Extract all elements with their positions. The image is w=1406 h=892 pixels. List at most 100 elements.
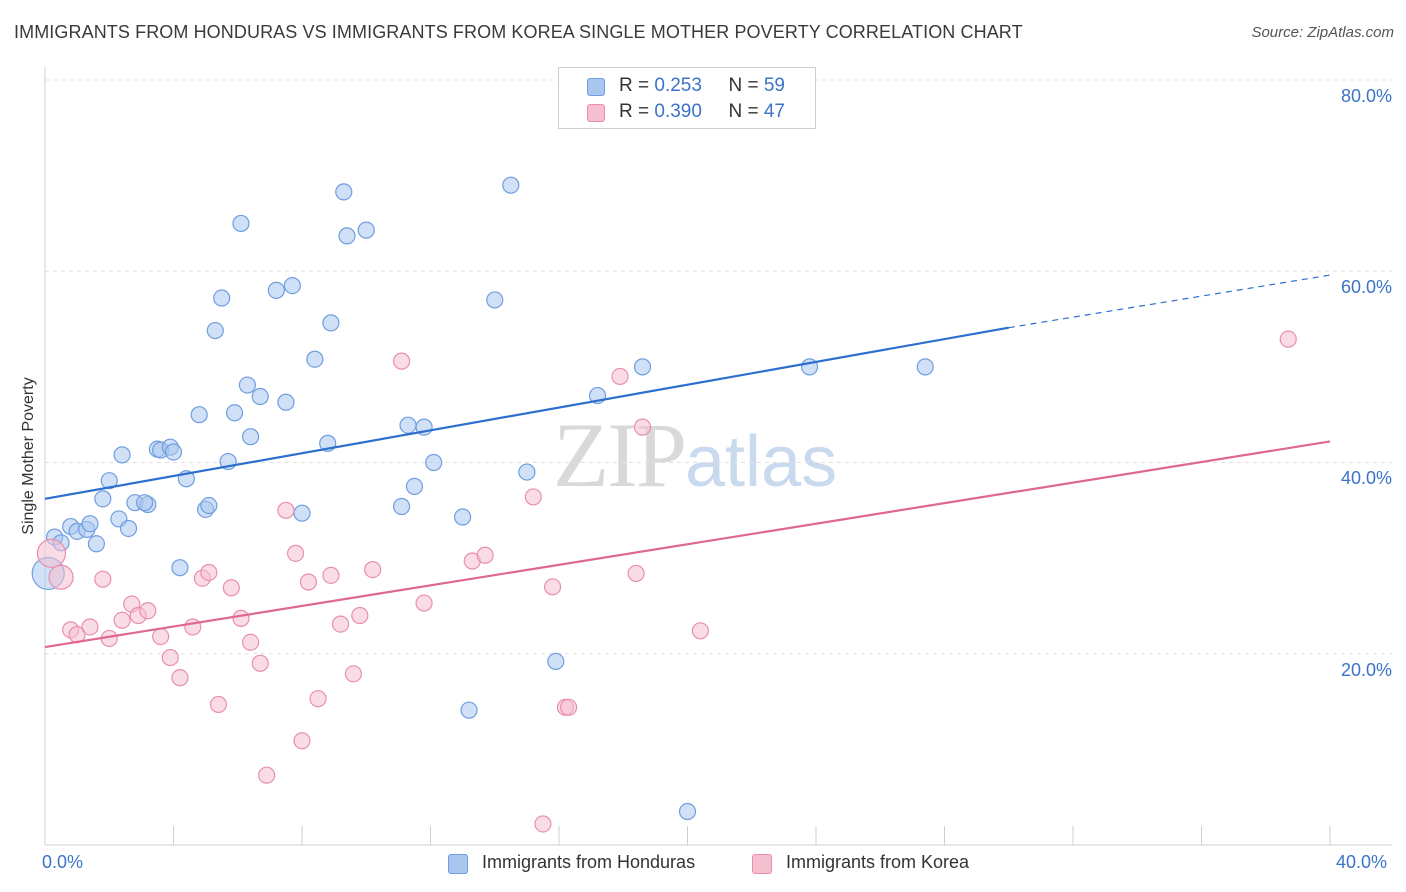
honduras-point	[425, 453, 443, 472]
korea-point	[258, 766, 276, 784]
korea-point	[94, 570, 112, 588]
watermark: ZIPatlas	[553, 402, 837, 508]
honduras-point	[454, 508, 472, 526]
korea-point	[299, 573, 318, 591]
legend-n-value: 59	[763, 75, 785, 96]
legend-swatch-honduras	[587, 78, 605, 96]
legend-n-label: N =	[728, 75, 764, 96]
honduras-point	[100, 472, 118, 490]
y-tick-label-20: 20.0%	[1340, 660, 1392, 680]
bottom-legend-swatch-honduras	[448, 854, 468, 874]
honduras-point	[206, 321, 224, 340]
honduras-point	[225, 404, 244, 422]
honduras-point	[113, 446, 131, 464]
source-label: Source: ZipAtlas.com	[1251, 24, 1394, 41]
korea-point	[139, 602, 157, 620]
korea-point	[534, 815, 552, 833]
korea-point	[364, 560, 382, 579]
honduras-point	[200, 496, 218, 515]
honduras-point	[502, 176, 520, 194]
legend-r-label: R =	[619, 101, 655, 122]
honduras-point	[251, 387, 269, 406]
honduras-point	[357, 221, 375, 239]
honduras-point	[322, 314, 340, 332]
honduras-point	[283, 276, 301, 295]
korea-point	[152, 627, 170, 646]
y-tick-label-60: 60.0%	[1340, 277, 1392, 297]
watermark-zip: ZIP	[553, 404, 687, 506]
honduras-point	[164, 443, 183, 461]
korea-point	[1279, 330, 1297, 348]
korea-point	[344, 665, 362, 683]
x-tick-label-max: 40.0%	[1336, 852, 1388, 872]
honduras-point	[94, 490, 112, 508]
y-tick-label-80: 80.0%	[1340, 86, 1392, 106]
korea-point	[309, 690, 327, 708]
korea-point	[242, 633, 260, 651]
honduras-point	[293, 504, 311, 522]
korea-point	[184, 618, 202, 636]
correlation-legend: R = 0.253 N = 59 R = 0.390 N = 47	[558, 67, 816, 129]
honduras-trend-extension	[1008, 274, 1331, 329]
korea-point	[524, 488, 542, 506]
honduras-point	[486, 291, 504, 309]
korea-point	[322, 566, 340, 584]
honduras-point	[460, 701, 478, 719]
honduras-point	[213, 289, 231, 307]
korea-point	[251, 654, 269, 672]
honduras-point	[119, 519, 138, 538]
legend-r-value: 0.390	[654, 101, 702, 122]
chart-title: IMMIGRANTS FROM HONDURAS VS IMMIGRANTS F…	[14, 22, 1023, 42]
legend-n-label: N =	[728, 101, 764, 122]
korea-point	[81, 618, 99, 636]
korea-point	[293, 732, 311, 750]
honduras-point	[633, 358, 652, 376]
korea-point	[627, 564, 645, 583]
honduras-point	[547, 652, 565, 671]
honduras-point	[267, 281, 285, 299]
korea-point	[560, 698, 578, 716]
korea-point	[331, 615, 350, 633]
bottom-legend-label-honduras: Immigrants from Honduras	[482, 852, 696, 872]
honduras-point	[335, 183, 353, 201]
honduras-point	[518, 463, 536, 481]
korea-point	[633, 418, 652, 436]
honduras-point	[678, 802, 697, 821]
honduras-point	[306, 350, 324, 368]
bottom-legend-swatch-korea	[752, 854, 772, 874]
honduras-point	[338, 227, 356, 245]
korea-point	[232, 609, 250, 627]
honduras-point	[242, 428, 260, 446]
honduras-point	[190, 406, 208, 424]
korea-point	[200, 563, 218, 582]
korea-point	[113, 611, 131, 629]
korea-point	[286, 544, 305, 562]
x-tick-label-min: 0.0%	[42, 852, 84, 872]
legend-swatch-korea	[587, 104, 605, 122]
honduras-point	[392, 497, 411, 516]
korea-point	[351, 606, 369, 625]
honduras-point	[87, 535, 106, 553]
korea-point	[543, 578, 562, 596]
honduras-point	[399, 416, 417, 434]
legend-r-label: R =	[619, 75, 655, 96]
honduras-point	[405, 477, 424, 496]
korea-point	[171, 669, 189, 687]
korea-point	[611, 367, 629, 386]
korea-point	[222, 579, 240, 597]
honduras-point	[277, 393, 295, 411]
korea-point	[36, 538, 67, 568]
korea-point	[415, 594, 433, 612]
korea-point	[277, 501, 295, 519]
honduras-point	[135, 494, 154, 512]
y-tick-label-40: 40.0%	[1340, 468, 1392, 488]
bottom-legend-label-korea: Immigrants from Korea	[786, 852, 970, 872]
legend-r-value: 0.253	[654, 75, 702, 96]
korea-trend-line	[44, 440, 1331, 649]
korea-point	[48, 564, 74, 590]
honduras-point	[171, 559, 189, 577]
korea-point	[209, 695, 228, 714]
korea-point	[691, 622, 709, 640]
honduras-point	[232, 214, 250, 233]
